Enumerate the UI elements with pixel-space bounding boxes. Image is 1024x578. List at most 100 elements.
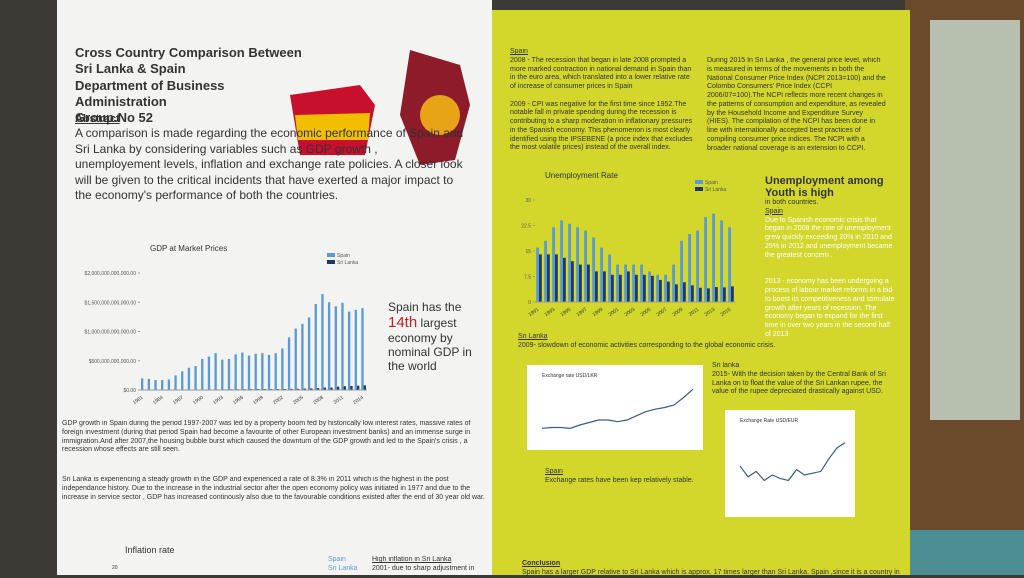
text: 2008 - The recession that began in late … [510,57,695,92]
bar [664,275,667,302]
bar [592,237,595,302]
bar [616,265,619,302]
x-tick-label: 1984 [152,395,165,406]
title-line: Department of Business Administration [75,78,315,111]
x-tick-label: 2002 [272,395,285,406]
spain-cpi: Spain 2008 - The recession that began in… [510,48,695,153]
bar [699,288,702,302]
bar [619,275,622,302]
y-tick-label: $1,000,000,000,000.00 [85,330,137,336]
y-tick-label: 22.5 [521,224,531,230]
bar [579,265,582,302]
bar [728,227,731,302]
bar [275,353,277,390]
bar [603,271,606,302]
youth-heading: Unemployment among Youth is high [765,175,895,199]
bar [568,224,571,302]
x-tick-label: 1991 [528,307,541,318]
bar [188,368,190,390]
legend-entry: Spain [328,556,358,565]
line [542,389,693,428]
youth-sub: in both countries. [765,199,895,208]
bar [344,386,346,390]
bar [221,360,223,390]
window-light [930,20,1020,420]
bar [675,284,678,302]
x-tick-label: 2013 [704,307,717,318]
x-tick-label: 2001 [608,307,621,318]
bar [301,324,303,390]
legend-label: Spain [337,253,350,259]
bar [201,359,203,390]
text: Exchange rates have been kep relatively … [545,477,715,486]
bar [608,254,611,302]
exchange-eur-chart: Exchange Rate USD/EUR [725,410,855,517]
chart-title: GDP at Market Prices [150,245,227,253]
bar [720,220,723,302]
bar [667,282,670,302]
bar [547,254,550,302]
inflation-title: Inflation rate [125,545,175,555]
bar [234,354,236,390]
legend-label: Spain [705,180,718,186]
bar [731,286,734,302]
y-tick-label: 7.5 [524,275,531,281]
bar [707,288,710,302]
legend-label: Sri Lanka [705,187,726,193]
bar [680,241,683,302]
bar [255,354,257,390]
y-tick-label: $500,000,000,000.00 [89,359,136,365]
bar [688,234,691,302]
bar [174,375,176,390]
bar [161,380,163,390]
x-tick-label: 2014 [352,395,365,406]
heading: Sri lanka [712,362,892,371]
chart-title: Exchange rate USD/LKR [542,373,598,379]
bar [341,303,343,390]
bar [348,312,350,390]
y-tick-label: $1,500,000,000,000.00 [85,300,137,306]
cloth [905,530,1024,575]
abstract-text: A comparison is made regarding the econo… [75,126,465,204]
inflation-legend: Spain Sri Lanka [328,556,358,574]
bar [648,271,651,302]
x-tick-label: 1981 [132,395,145,406]
bar [672,265,675,302]
x-tick-label: 2005 [292,395,305,406]
legend-swatch [327,253,335,257]
x-tick-label: 1990 [192,395,205,406]
abstract-heading: Abstract [75,113,120,125]
heading: Spain [545,468,715,477]
x-tick-label: 1993 [544,307,557,318]
bar [571,261,574,302]
bar [635,275,638,302]
bar [640,265,643,302]
x-tick-label: 2011 [688,307,700,318]
bar [248,355,250,390]
bar [208,357,210,390]
bar [154,380,156,390]
bar [357,386,359,390]
y-tick-label: $2,000,000,000,000.00 [85,271,137,277]
note-text: 2001- due to sharp adjustment in [372,565,482,574]
legend-swatch [695,187,703,191]
heading: Spain [765,208,895,217]
bar [141,378,143,390]
bar [563,258,566,302]
bar [576,227,579,302]
bar [337,387,339,390]
x-tick-label: 1987 [172,395,185,406]
bar [181,371,183,390]
callout-rank: 14th [388,314,417,331]
text: 2013 - economy has been undergoing a pro… [765,278,895,339]
x-tick-label: 1997 [576,307,589,318]
bar [723,287,726,302]
bar [261,353,263,390]
x-tick-label: 2007 [656,307,669,318]
bar [587,265,590,302]
bar [715,287,718,302]
y-tick-label: 30 [525,198,531,204]
ex-spain-note: Spain Exchange rates have been kep relat… [545,468,715,486]
bar [643,275,646,302]
bar [228,359,230,390]
